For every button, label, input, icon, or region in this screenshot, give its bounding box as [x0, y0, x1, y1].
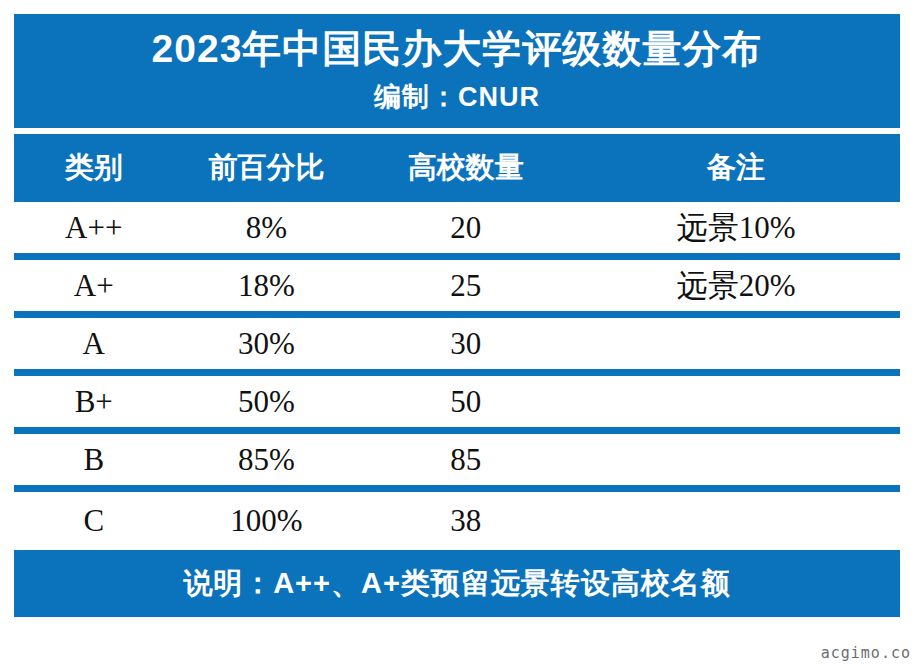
- cell-percentage: 18%: [173, 268, 359, 304]
- cell-count: 38: [360, 503, 573, 539]
- cell-percentage: 50%: [173, 384, 359, 420]
- rating-distribution-infographic: 2023年中国民办大学评级数量分布 编制：CNUR 类别 前百分比 高校数量 备…: [0, 0, 914, 666]
- cell-note: 远景20%: [572, 265, 900, 307]
- table-row: B85%85: [14, 434, 900, 492]
- cell-category: C: [14, 503, 173, 539]
- watermark-text: acgimo.co: [821, 644, 911, 662]
- table-row: A++8%20远景10%: [14, 202, 900, 260]
- cell-count: 20: [360, 210, 573, 246]
- content-container: 2023年中国民办大学评级数量分布 编制：CNUR 类别 前百分比 高校数量 备…: [14, 14, 900, 617]
- cell-category: A+: [14, 268, 173, 304]
- page-title: 2023年中国民办大学评级数量分布: [152, 27, 763, 72]
- title-banner: 2023年中国民办大学评级数量分布 编制：CNUR: [14, 14, 900, 128]
- cell-category: B+: [14, 384, 173, 420]
- cell-category: A++: [14, 210, 173, 246]
- column-header-count: 高校数量: [360, 148, 573, 188]
- cell-count: 30: [360, 326, 573, 362]
- cell-count: 50: [360, 384, 573, 420]
- cell-count: 25: [360, 268, 573, 304]
- cell-percentage: 30%: [173, 326, 359, 362]
- table-row: A+18%25远景20%: [14, 260, 900, 318]
- table-row: C100%38: [14, 492, 900, 550]
- column-header-percentage: 前百分比: [173, 148, 359, 188]
- table-body: A++8%20远景10%A+18%25远景20%A30%30B+50%50B85…: [14, 202, 900, 550]
- cell-count: 85: [360, 442, 573, 478]
- table-header-row: 类别 前百分比 高校数量 备注: [14, 134, 900, 202]
- column-header-category: 类别: [14, 148, 173, 188]
- cell-category: B: [14, 442, 173, 478]
- footnote-text: 说明：A++、A+类预留远景转设高校名额: [183, 564, 731, 604]
- cell-percentage: 8%: [173, 210, 359, 246]
- column-header-note: 备注: [572, 148, 900, 188]
- cell-percentage: 85%: [173, 442, 359, 478]
- cell-category: A: [14, 326, 173, 362]
- compiler-subtitle: 编制：CNUR: [374, 79, 540, 115]
- footnote-banner: 说明：A++、A+类预留远景转设高校名额: [14, 550, 900, 617]
- table-row: B+50%50: [14, 376, 900, 434]
- cell-note: 远景10%: [572, 207, 900, 249]
- table-row: A30%30: [14, 318, 900, 376]
- cell-percentage: 100%: [173, 503, 359, 539]
